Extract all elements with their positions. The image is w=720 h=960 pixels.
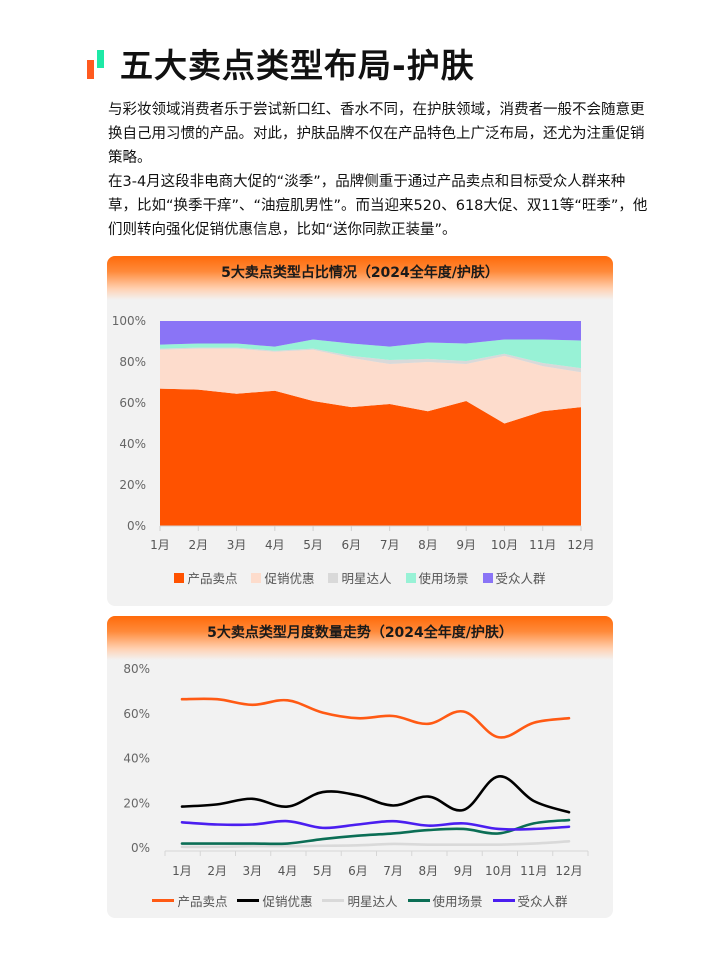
chart-title: 5大卖点类型月度数量走势（2024全年度/护肤） [107,616,613,660]
y-tick-label: 60% [119,396,146,410]
x-tick-label: 10月 [485,864,512,878]
line-chart: 0% 20% 40% 60% 80% 1月 2月 3月 4月 5月 6月 7月 8月 9月 10月 11月 12… [123,662,589,878]
x-tick-label: 3月 [227,538,247,552]
legend-swatch [407,899,430,902]
y-tick-label: 40% [119,437,146,451]
x-tick-label: 6月 [342,538,362,552]
area-series [160,388,581,526]
x-tick-label: 5月 [303,538,323,552]
area-series [160,321,581,347]
legend-swatch [482,572,493,583]
x-tick-label: 1月 [150,538,170,552]
y-tick-label: 20% [119,478,146,492]
line-series [180,697,571,739]
y-tick-label: 20% [123,796,150,810]
intro-paragraph-1: 与彩妆领域消费者乐于尝试新口红、香水不同，在护肤领域，消费者一般不会随意更换自己… [108,102,645,166]
x-tick-label: 6月 [348,864,368,878]
page-title: 五大卖点类型布局-护肤 [120,46,475,85]
y-tick-label: 80% [119,355,146,369]
legend-swatch [251,572,262,583]
two-bar-accent-icon [86,46,108,80]
line-series [180,819,571,831]
legend-item[interactable]: 促销优惠 [251,568,314,587]
legend-item[interactable]: 产品卖点 [152,891,227,910]
line-series [180,775,571,814]
area-series [160,348,581,424]
area-series [160,339,581,369]
legend-swatch [405,572,416,583]
y-tick-label: 80% [123,662,150,676]
x-tick-label: 2月 [188,538,208,552]
area-series [160,347,581,373]
legend-item[interactable]: 明星达人 [328,568,392,587]
page-header: 五大卖点类型布局-护肤 [86,40,475,86]
legend-label: 受众人群 [495,571,546,586]
legend-item[interactable]: 受众人群 [482,568,546,587]
legend-label: 明星达人 [341,571,392,586]
legend-label: 受众人群 [517,894,568,909]
y-tick-label: 100% [112,314,146,328]
y-tick-label: 0% [131,841,150,855]
x-tick-label: 9月 [454,864,474,878]
y-tick-label: 60% [123,707,150,721]
legend-item[interactable]: 受众人群 [492,891,568,910]
x-tick-label: 12月 [555,864,582,878]
legend-label: 产品卖点 [187,571,238,586]
x-tick-label: 4月 [278,864,298,878]
chart-legend: 产品卖点 促销优惠 明星达人 使用场景 受众人群 [107,568,613,587]
legend-swatch [237,899,260,902]
legend-item[interactable]: 使用场景 [407,891,483,910]
legend-label: 明星达人 [347,894,398,909]
y-tick-label: 0% [127,519,146,533]
trend-line-chart-card: 5大卖点类型月度数量走势（2024全年度/护肤） 0% 20% 40% 60% 80% 1… [107,616,613,918]
legend-swatch [152,899,175,902]
legend-item[interactable]: 明星达人 [322,891,398,910]
x-tick-label: 11月 [520,864,547,878]
y-tick-label: 40% [123,752,150,766]
x-tick-label: 9月 [456,538,476,552]
share-area-chart-card: 5大卖点类型占比情况（2024全年度/护肤） 0% 20% 40% 60% 80% 100… [107,256,613,606]
x-tick-label: 7月 [383,864,403,878]
legend-swatch [328,572,339,583]
legend-item[interactable]: 促销优惠 [237,891,312,910]
x-tick-label: 2月 [207,864,227,878]
x-tick-label: 5月 [313,864,333,878]
legend-swatch [492,899,515,902]
chart-title: 5大卖点类型占比情况（2024全年度/护肤） [107,256,613,300]
x-tick-label: 8月 [418,864,438,878]
x-tick-label: 3月 [243,864,263,878]
legend-label: 促销优惠 [262,894,313,909]
legend-label: 使用场景 [432,894,483,909]
x-tick-label: 1月 [172,864,192,878]
legend-item[interactable]: 产品卖点 [174,568,237,587]
x-tick-label: 12月 [567,538,594,552]
intro-text: 与彩妆领域消费者乐于尝试新口红、香水不同，在护肤领域，消费者一般不会随意更换自己… [108,98,648,242]
legend-swatch [174,572,185,583]
x-tick-label: 7月 [380,538,400,552]
legend-label: 产品卖点 [177,894,228,909]
x-tick-label: 4月 [265,538,285,552]
x-tick-label: 11月 [529,538,556,552]
chart-legend: 产品卖点 促销优惠 明星达人 使用场景 受众人群 [107,891,613,910]
intro-paragraph-2: 在3-4月这段非电商大促的“淡季”，品牌侧重于通过产品卖点和目标受众人群来种草，… [108,174,648,238]
line-series [180,818,571,846]
legend-label: 促销优惠 [264,571,315,586]
x-tick-label: 10月 [491,538,518,552]
line-series [180,839,571,849]
x-tick-label: 8月 [418,538,438,552]
legend-swatch [322,899,345,902]
stacked-area-chart: 0% 20% 40% 60% 80% 100% 1月 2月 3月 4月 5月 6月 7月 8月 9月 10月 1… [112,314,595,552]
legend-label: 使用场景 [418,571,469,586]
legend-item[interactable]: 使用场景 [405,568,469,587]
